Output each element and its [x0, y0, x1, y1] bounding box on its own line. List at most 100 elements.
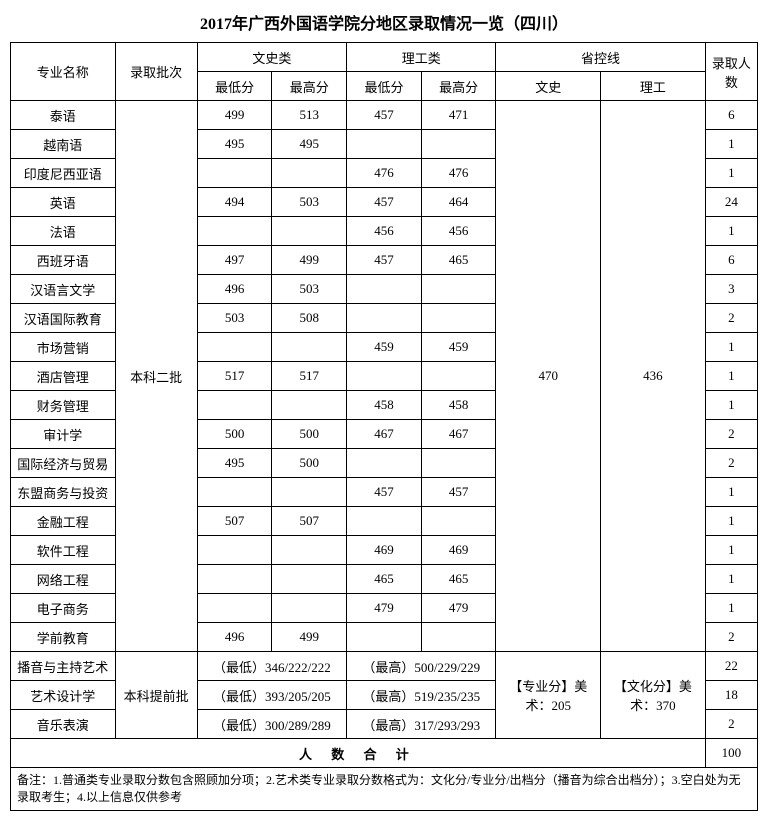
major-cell: 国际经济与贸易	[11, 449, 116, 478]
score-cell: 479	[347, 594, 422, 623]
major-cell: 越南语	[11, 130, 116, 159]
count-cell: 2	[705, 304, 757, 333]
major-cell: 酒店管理	[11, 362, 116, 391]
score-cell: 507	[197, 507, 272, 536]
score-cell	[347, 130, 422, 159]
score-cell: 457	[347, 246, 422, 275]
score-cell	[197, 159, 272, 188]
art-low-cell: （最低）346/222/222	[197, 652, 346, 681]
score-cell: 457	[421, 478, 496, 507]
score-cell	[421, 304, 496, 333]
score-cell: 458	[421, 391, 496, 420]
count-cell: 2	[705, 710, 757, 739]
score-cell: 476	[347, 159, 422, 188]
score-cell: 500	[197, 420, 272, 449]
major-cell: 泰语	[11, 101, 116, 130]
count-cell: 6	[705, 101, 757, 130]
score-cell: 469	[421, 536, 496, 565]
score-cell: 500	[272, 420, 347, 449]
score-cell: 457	[347, 101, 422, 130]
count-cell: 1	[705, 391, 757, 420]
count-cell: 1	[705, 217, 757, 246]
score-cell	[197, 594, 272, 623]
score-cell	[272, 333, 347, 362]
province-science-cell: 436	[601, 101, 706, 652]
major-cell: 艺术设计学	[11, 681, 116, 710]
score-cell: 503	[197, 304, 272, 333]
score-cell: 471	[421, 101, 496, 130]
table-row: 播音与主持艺术本科提前批（最低）346/222/222（最高）500/229/2…	[11, 652, 758, 681]
count-cell: 2	[705, 420, 757, 449]
major-cell: 法语	[11, 217, 116, 246]
art-low-cell: （最低）393/205/205	[197, 681, 346, 710]
score-cell: 459	[347, 333, 422, 362]
score-cell: 494	[197, 188, 272, 217]
total-label: 人 数 合 计	[11, 739, 706, 768]
score-cell	[347, 623, 422, 652]
header-arts: 文史类	[197, 43, 346, 72]
score-cell: 503	[272, 188, 347, 217]
score-cell	[347, 275, 422, 304]
province-arts-cell: 470	[496, 101, 601, 652]
major-cell: 播音与主持艺术	[11, 652, 116, 681]
score-cell: 500	[272, 449, 347, 478]
score-cell	[421, 507, 496, 536]
score-cell: 503	[272, 275, 347, 304]
count-cell: 1	[705, 594, 757, 623]
score-cell: 517	[272, 362, 347, 391]
count-cell: 2	[705, 623, 757, 652]
score-cell: 495	[197, 130, 272, 159]
major-cell: 学前教育	[11, 623, 116, 652]
score-cell: 469	[347, 536, 422, 565]
total-row: 人 数 合 计 100	[11, 739, 758, 768]
major-cell: 汉语言文学	[11, 275, 116, 304]
score-cell: 495	[272, 130, 347, 159]
score-cell	[272, 217, 347, 246]
score-cell	[272, 391, 347, 420]
header-major: 专业名称	[11, 43, 116, 101]
count-cell: 1	[705, 565, 757, 594]
count-cell: 1	[705, 333, 757, 362]
score-cell	[347, 449, 422, 478]
count-cell: 24	[705, 188, 757, 217]
score-cell: 496	[197, 275, 272, 304]
major-cell: 市场营销	[11, 333, 116, 362]
count-cell: 1	[705, 536, 757, 565]
major-cell: 电子商务	[11, 594, 116, 623]
art-high-cell: （最高）500/229/229	[347, 652, 496, 681]
score-cell: 457	[347, 478, 422, 507]
major-cell: 音乐表演	[11, 710, 116, 739]
score-cell: 457	[347, 188, 422, 217]
score-cell	[197, 478, 272, 507]
footnote-text: 备注：1.普通类专业录取分数包含照顾加分项；2.艺术类专业录取分数格式为：文化分…	[11, 768, 758, 811]
count-cell: 18	[705, 681, 757, 710]
page-title: 2017年广西外国语学院分地区录取情况一览（四川）	[10, 10, 758, 34]
header-science-min: 最低分	[347, 72, 422, 101]
score-cell: 508	[272, 304, 347, 333]
score-cell	[272, 536, 347, 565]
score-cell: 465	[347, 565, 422, 594]
header-batch: 录取批次	[115, 43, 197, 101]
major-cell: 西班牙语	[11, 246, 116, 275]
major-cell: 审计学	[11, 420, 116, 449]
header-science: 理工类	[347, 43, 496, 72]
score-cell: 459	[421, 333, 496, 362]
score-cell	[197, 391, 272, 420]
header-arts-min: 最低分	[197, 72, 272, 101]
art-body: 播音与主持艺术本科提前批（最低）346/222/222（最高）500/229/2…	[11, 652, 758, 739]
score-cell	[197, 333, 272, 362]
total-value: 100	[705, 739, 757, 768]
table-row: 泰语本科二批4995134574714704366	[11, 101, 758, 130]
footnote-row: 备注：1.普通类专业录取分数包含照顾加分项；2.艺术类专业录取分数格式为：文化分…	[11, 768, 758, 811]
score-cell: 499	[272, 623, 347, 652]
score-cell	[347, 304, 422, 333]
score-cell	[197, 536, 272, 565]
count-cell: 3	[705, 275, 757, 304]
count-cell: 1	[705, 507, 757, 536]
score-cell: 495	[197, 449, 272, 478]
table-header: 专业名称 录取批次 文史类 理工类 省控线 录取人数 最低分 最高分 最低分 最…	[11, 43, 758, 101]
score-cell: 465	[421, 565, 496, 594]
batch-cell: 本科二批	[115, 101, 197, 652]
score-cell: 467	[347, 420, 422, 449]
major-cell: 汉语国际教育	[11, 304, 116, 333]
